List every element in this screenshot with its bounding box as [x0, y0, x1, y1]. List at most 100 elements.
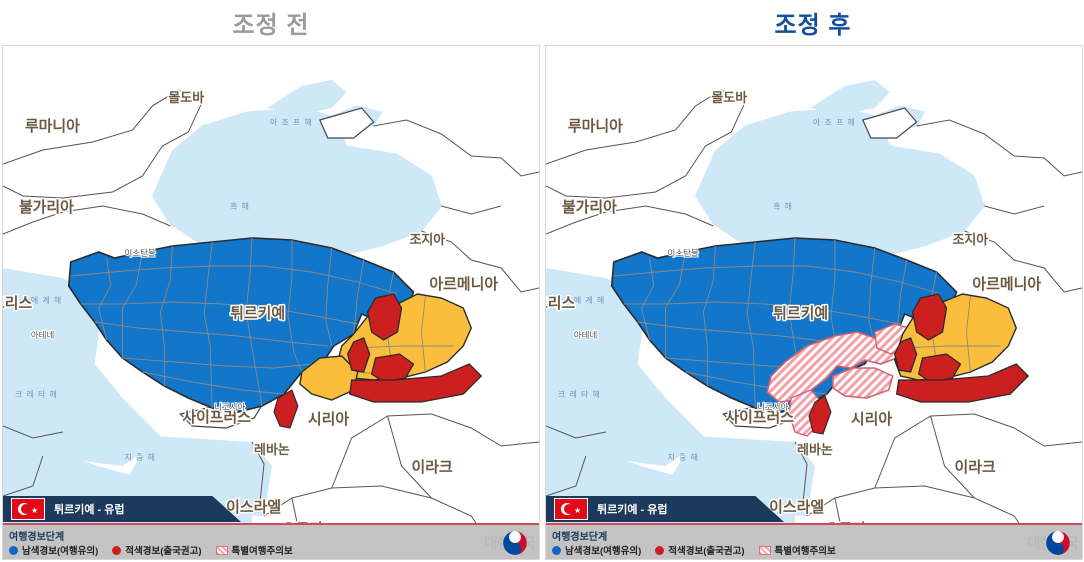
label-istanbul: 이스탄불 [125, 248, 156, 258]
legend-dot-blue-icon [552, 545, 561, 555]
turkey-red-region-mid[interactable] [347, 337, 371, 373]
aegean-sea [546, 276, 706, 466]
label-nicosia: 니코시아 [757, 402, 788, 412]
country-banner-before: ★ 튀르키예 - 유럽 [3, 496, 241, 522]
label-athens: 아테네 [574, 330, 597, 340]
legend-item-blue: 남색경보(여행유의) [552, 543, 641, 557]
label-greece: 그리스 [3, 295, 33, 312]
korea-government-emblem-icon [503, 531, 527, 555]
legend-item-special: 특별여행주의보 [215, 543, 293, 557]
turkey-special-advisory-region-2[interactable] [832, 367, 894, 399]
label-israel: 이스라엘 [769, 499, 824, 516]
label-aegean-sea: 에 게 해 [574, 295, 605, 305]
banner-country-label: 튀르키예 - 유럽 [597, 504, 668, 516]
label-moldova: 몰도바 [711, 90, 747, 105]
legend-title: 여행경보단계 [552, 532, 608, 543]
label-turkiye: 튀르키예 [773, 304, 828, 322]
legend-bar-after: 여행경보단계 남색경보(여행유의) 적색경보(출국권고) 특별여행주의보 [546, 523, 1082, 559]
legend-hatch-icon [215, 545, 228, 555]
label-moldova: 몰도바 [168, 90, 204, 105]
legend-items: 남색경보(여행유의) 적색경보(출국권고) 특별여행주의보 [552, 543, 836, 557]
legend-label-red: 적색경보(출국권고) [125, 546, 202, 557]
label-lebanon: 레바논 [797, 442, 833, 457]
label-georgia: 조지아 [952, 232, 988, 247]
turkey-red-region-mid2[interactable] [370, 353, 415, 383]
label-mediterranean: 지 중 해 [668, 452, 699, 462]
label-armenia: 아르메니아 [429, 276, 498, 293]
legend-bar-before: 여행경보단계 남색경보(여행유의) 적색경보(출국권고) 특별여행주의보 [3, 523, 539, 559]
turkey-flag-icon: ★ [554, 498, 588, 520]
label-armenia: 아르메니아 [972, 276, 1041, 293]
korea-government-emblem-icon [1046, 531, 1070, 555]
label-aegean-sea: 에 게 해 [31, 295, 62, 305]
label-iraq: 이라크 [954, 459, 995, 476]
legend-dot-red-icon [655, 545, 665, 555]
label-cyprus: 사이프러스 [725, 409, 794, 426]
label-azov-sea: 아 조 프 해 [270, 117, 313, 127]
crimea-peninsula [318, 107, 375, 139]
label-athens: 아테네 [31, 330, 54, 340]
turkey-red-region-south[interactable] [348, 363, 483, 403]
label-turkiye: 튀르키예 [230, 304, 285, 322]
label-nicosia: 니코시아 [214, 402, 245, 412]
label-georgia: 조지아 [409, 232, 445, 247]
aegean-sea [3, 276, 163, 466]
turkey-red-region-south[interactable] [895, 363, 1030, 403]
legend-hatch-icon [758, 545, 771, 555]
label-syria: 시리아 [851, 411, 892, 428]
legend-item-red: 적색경보(출국권고) [655, 543, 745, 557]
banner-country-label: 튀르키예 - 유럽 [54, 504, 125, 516]
legend-label-red: 적색경보(출국권고) [668, 546, 745, 557]
turkey-red-region-mid[interactable] [894, 337, 918, 373]
turkey-flag-icon: ★ [11, 498, 45, 520]
turkey-red-region-north[interactable] [911, 293, 948, 341]
label-bulgaria: 불가리아 [19, 199, 74, 216]
legend-label-blue: 남색경보(여행유의) [565, 546, 642, 557]
turkey-red-region-north[interactable] [366, 293, 403, 341]
map-before[interactable]: 몰도바 루마니아 불가리아 조지아 아르메니아 그리스 튀르키예 사이프러스 시… [2, 45, 540, 560]
legend-dot-blue-icon [9, 545, 18, 555]
legend-label-special: 특별여행주의보 [231, 546, 293, 557]
label-israel: 이스라엘 [226, 499, 281, 516]
label-black-sea: 흑 해 [230, 201, 250, 211]
label-lebanon: 레바논 [254, 442, 290, 457]
label-mediterranean: 지 중 해 [125, 452, 156, 462]
legend-label-blue: 남색경보(여행유의) [22, 546, 99, 557]
label-cyprus: 사이프러스 [182, 409, 251, 426]
legend-dot-red-icon [112, 545, 122, 555]
label-romania: 루마니아 [568, 118, 623, 135]
turkey-red-region-mid2[interactable] [917, 353, 962, 383]
legend-item-red: 적색경보(출국권고) [112, 543, 202, 557]
map-svg-after: 몰도바 루마니아 불가리아 조지아 아르메니아 그리스 튀르키예 사이프러스 시… [546, 46, 1082, 559]
label-greece: 그리스 [546, 295, 576, 312]
crimea-peninsula [861, 107, 918, 139]
panel-title-before: 조정 전 [232, 12, 310, 39]
legend-title: 여행경보단계 [9, 532, 65, 543]
label-crete-sea: 크 레 타 해 [558, 389, 601, 399]
legend-item-special: 특별여행주의보 [758, 543, 836, 557]
label-azov-sea: 아 조 프 해 [813, 117, 856, 127]
legend-item-blue: 남색경보(여행유의) [9, 543, 98, 557]
legend-items: 남색경보(여행유의) 적색경보(출국권고) 특별여행주의보 [9, 543, 293, 557]
label-bulgaria: 불가리아 [562, 199, 617, 216]
label-iraq: 이라크 [411, 459, 452, 476]
label-istanbul: 이스탄불 [668, 248, 699, 258]
panel-title-after: 조정 후 [774, 12, 852, 39]
azov-sea [810, 80, 890, 114]
azov-sea [267, 80, 347, 114]
map-after[interactable]: 몰도바 루마니아 불가리아 조지아 아르메니아 그리스 튀르키예 사이프러스 시… [545, 45, 1083, 560]
turkey-red-coast-strip[interactable] [808, 395, 832, 435]
country-banner-after: ★ 튀르키예 - 유럽 [546, 496, 784, 522]
label-crete-sea: 크 레 타 해 [15, 389, 58, 399]
label-black-sea: 흑 해 [773, 201, 793, 211]
turkey-blue-region[interactable] [67, 237, 415, 413]
label-romania: 루마니아 [25, 118, 80, 135]
panel-before: 조정 전 [2, 12, 540, 560]
panel-after: 조정 후 [542, 0, 1084, 562]
legend-label-special: 특별여행주의보 [774, 546, 836, 557]
country-borders [3, 89, 539, 559]
label-syria: 시리아 [308, 411, 349, 428]
turkey-red-coast-strip[interactable] [273, 389, 299, 429]
map-svg-before: 몰도바 루마니아 불가리아 조지아 아르메니아 그리스 튀르키예 사이프러스 시… [3, 46, 539, 559]
